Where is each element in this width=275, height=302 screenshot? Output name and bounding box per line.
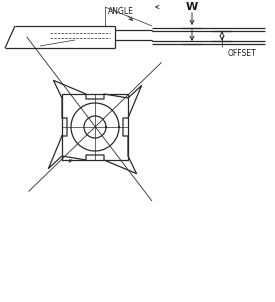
Text: W: W — [186, 2, 198, 12]
Text: ANGLE: ANGLE — [108, 7, 134, 15]
Text: OFFSET: OFFSET — [228, 50, 257, 59]
